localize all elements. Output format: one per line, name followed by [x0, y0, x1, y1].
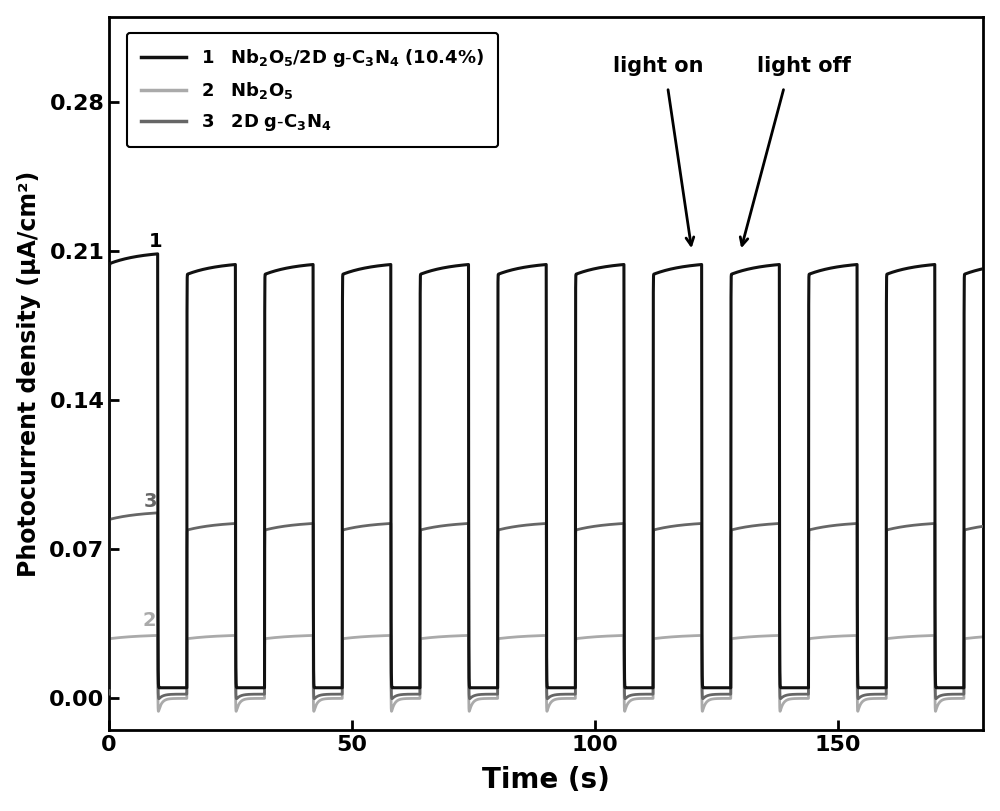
Legend: $\mathbf{1}$   $\mathbf{Nb_2O_5/2D\ g\text{-}C_3N_4\ (10.4\%)}$, $\mathbf{2}$   : $\mathbf{1}$ $\mathbf{Nb_2O_5/2D\ g\text… [127, 32, 498, 148]
Text: light on: light on [613, 56, 703, 76]
Text: 2: 2 [142, 611, 156, 630]
Text: 1: 1 [148, 232, 162, 251]
Y-axis label: Photocurrent density (μA/cm²): Photocurrent density (μA/cm²) [17, 170, 41, 577]
X-axis label: Time (s): Time (s) [482, 766, 610, 794]
Text: light off: light off [757, 56, 851, 76]
Text: 3: 3 [144, 491, 157, 511]
